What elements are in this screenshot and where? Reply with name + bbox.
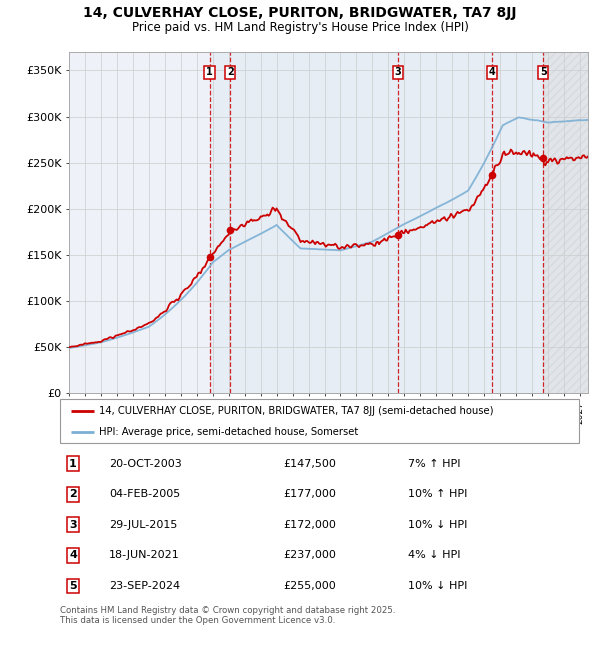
Text: 3: 3 [69,520,77,530]
Text: 10% ↓ HPI: 10% ↓ HPI [408,520,467,530]
Text: 5: 5 [540,68,547,77]
Bar [543,52,588,393]
Text: 14, CULVERHAY CLOSE, PURITON, BRIDGWATER, TA7 8JJ: 14, CULVERHAY CLOSE, PURITON, BRIDGWATER… [83,6,517,21]
Text: £172,000: £172,000 [283,520,336,530]
Text: 4: 4 [489,68,496,77]
Text: £147,500: £147,500 [283,459,336,469]
Text: 3: 3 [395,68,401,77]
Text: £237,000: £237,000 [283,551,336,560]
Text: 1: 1 [206,68,213,77]
Bar [398,52,492,393]
Text: Contains HM Land Registry data © Crown copyright and database right 2025.
This d: Contains HM Land Registry data © Crown c… [60,606,395,625]
Bar [209,52,230,393]
Text: 4: 4 [69,551,77,560]
Text: 23-SEP-2024: 23-SEP-2024 [109,581,181,591]
Text: HPI: Average price, semi-detached house, Somerset: HPI: Average price, semi-detached house,… [99,427,358,437]
Text: 10% ↑ HPI: 10% ↑ HPI [408,489,467,499]
Text: 18-JUN-2021: 18-JUN-2021 [109,551,180,560]
Text: 29-JUL-2015: 29-JUL-2015 [109,520,178,530]
Text: 5: 5 [69,581,77,591]
Text: 2: 2 [69,489,77,499]
Text: 10% ↓ HPI: 10% ↓ HPI [408,581,467,591]
Text: 20-OCT-2003: 20-OCT-2003 [109,459,182,469]
Text: Price paid vs. HM Land Registry's House Price Index (HPI): Price paid vs. HM Land Registry's House … [131,21,469,34]
Text: 7% ↑ HPI: 7% ↑ HPI [408,459,460,469]
Text: £177,000: £177,000 [283,489,336,499]
Text: 14, CULVERHAY CLOSE, PURITON, BRIDGWATER, TA7 8JJ (semi-detached house): 14, CULVERHAY CLOSE, PURITON, BRIDGWATER… [99,406,493,416]
Text: 2: 2 [227,68,233,77]
Text: 04-FEB-2005: 04-FEB-2005 [109,489,181,499]
Text: £255,000: £255,000 [283,581,336,591]
Text: 1: 1 [69,459,77,469]
Text: 4% ↓ HPI: 4% ↓ HPI [408,551,460,560]
FancyBboxPatch shape [60,399,579,443]
Bar [492,52,543,393]
Bar [230,52,398,393]
